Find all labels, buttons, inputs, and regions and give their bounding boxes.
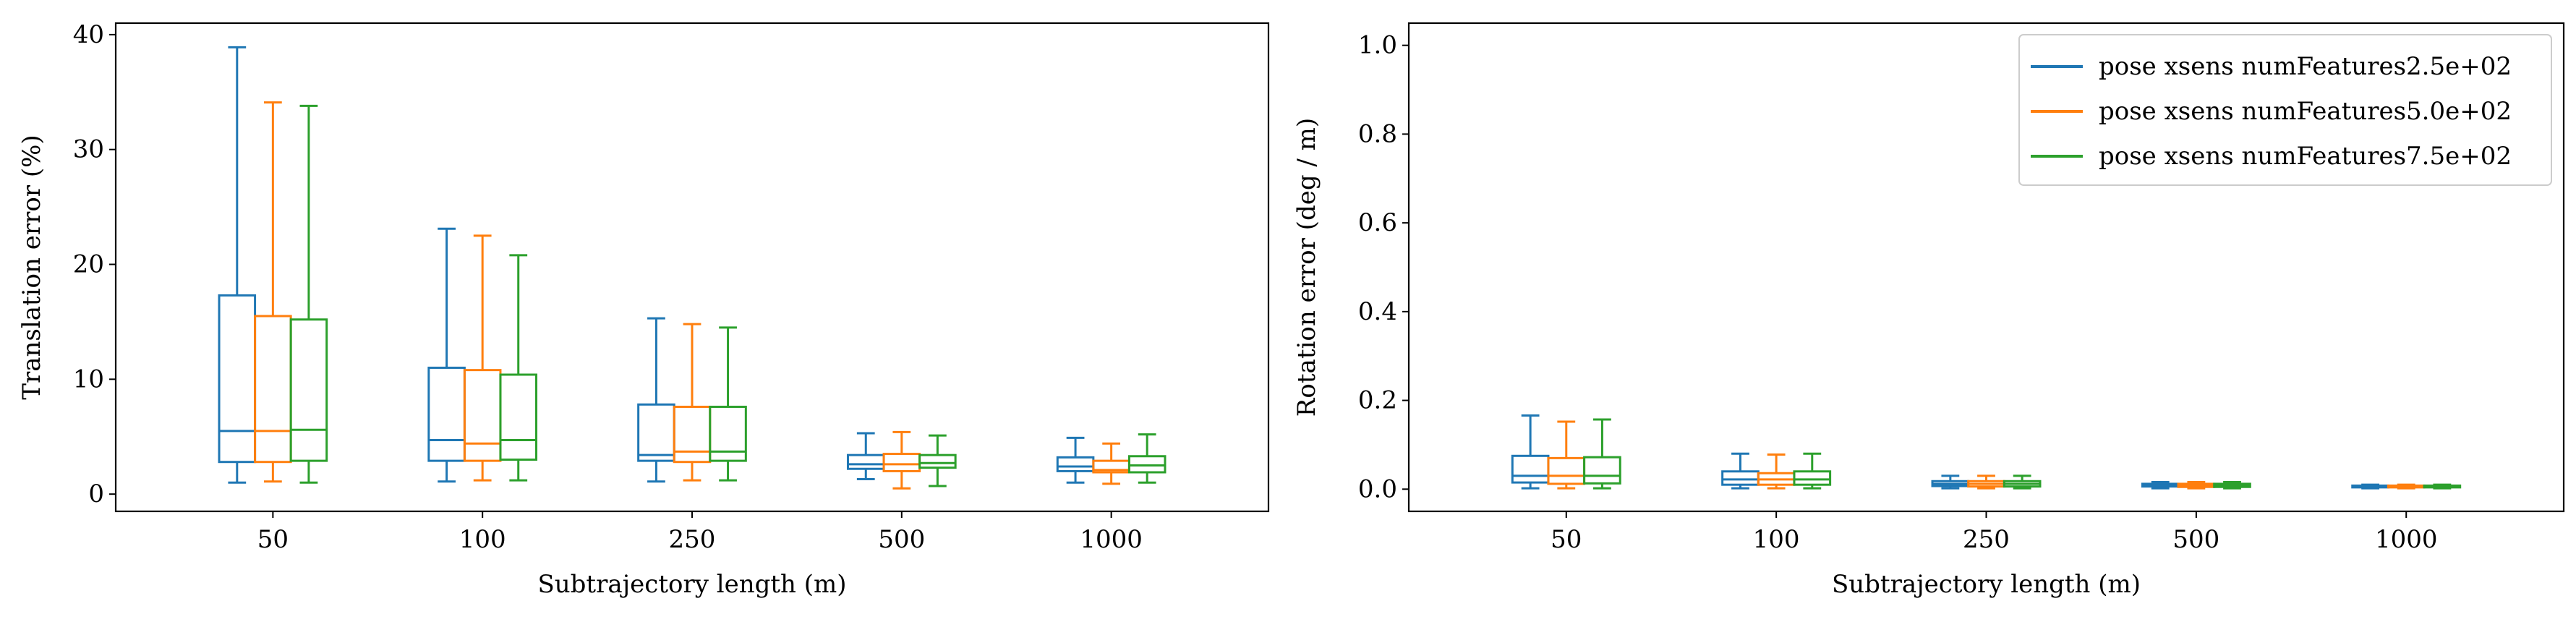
box — [499, 373, 538, 461]
x-tick-label: 500 — [878, 525, 925, 554]
series-1 — [1547, 420, 2426, 490]
box — [1511, 454, 1550, 484]
x-tick-label: 50 — [1551, 525, 1582, 554]
x-tick-label: 500 — [2172, 525, 2219, 554]
x-tick-label: 100 — [459, 525, 506, 554]
x-axis-label: Subtrajectory length (m) — [1832, 570, 2141, 599]
legend-label: pose xsens numFeatures7.5e+02 — [2099, 142, 2512, 171]
series-2 — [1583, 418, 2462, 490]
series-0 — [1511, 414, 2389, 490]
box — [1721, 470, 1760, 486]
x-tick-label: 250 — [669, 525, 716, 554]
x-tick-label: 1000 — [1080, 525, 1143, 554]
box — [882, 453, 921, 472]
y-tick-label: 1.0 — [1358, 31, 1397, 60]
y-tick-label: 0.6 — [1358, 208, 1397, 237]
series-0 — [218, 46, 1095, 484]
chart-1: 0.0 0.2 0.4 0.6 0.8 1.0 50 100 250 500 1000 Subtraj… — [1292, 22, 2565, 599]
box — [918, 453, 957, 469]
chart-0: 0 10 20 30 40 50 100 250 500 1000 Subtrajectory le… — [17, 20, 1270, 599]
y-tick-label: 0.0 — [1358, 474, 1397, 503]
box — [427, 366, 466, 462]
series-2 — [289, 104, 1167, 487]
box — [709, 405, 747, 462]
box — [846, 453, 885, 470]
box — [1583, 456, 1621, 485]
y-tick-label: 10 — [73, 365, 104, 393]
y-tick-label: 0.8 — [1358, 119, 1397, 148]
x-tick-label: 1000 — [2375, 525, 2438, 554]
box — [1547, 456, 1586, 485]
legend: pose xsens numFeatures2.5e+02 pose xsens … — [2018, 34, 2552, 186]
legend-label: pose xsens numFeatures5.0e+02 — [2099, 97, 2512, 126]
x-axis-label: Subtrajectory length (m) — [537, 570, 846, 599]
box — [463, 369, 502, 462]
box — [1056, 456, 1095, 472]
box — [218, 294, 257, 464]
y-axis-label: Translation error (%) — [17, 135, 46, 399]
box — [637, 403, 675, 462]
y-axis-label: Rotation error (deg / m) — [1292, 118, 1321, 417]
y-tick-label: 40 — [73, 20, 104, 49]
y-tick-label: 0 — [88, 480, 104, 508]
box — [254, 315, 292, 464]
box — [673, 405, 712, 464]
legend-label: pose xsens numFeatures2.5e+02 — [2099, 52, 2512, 81]
box — [289, 318, 328, 462]
y-tick-label: 0.4 — [1358, 297, 1397, 326]
y-tick-label: 20 — [73, 250, 104, 279]
x-tick-label: 100 — [1753, 525, 1800, 554]
x-tick-label: 250 — [1963, 525, 2010, 554]
x-tick-label: 50 — [257, 525, 289, 554]
legend-frame — [2018, 34, 2552, 186]
y-tick-label: 0.2 — [1358, 386, 1397, 415]
y-tick-label: 30 — [73, 135, 104, 164]
series-1 — [254, 101, 1130, 490]
box — [1793, 470, 1832, 486]
box — [1127, 455, 1167, 474]
axes-frame — [114, 22, 1270, 513]
